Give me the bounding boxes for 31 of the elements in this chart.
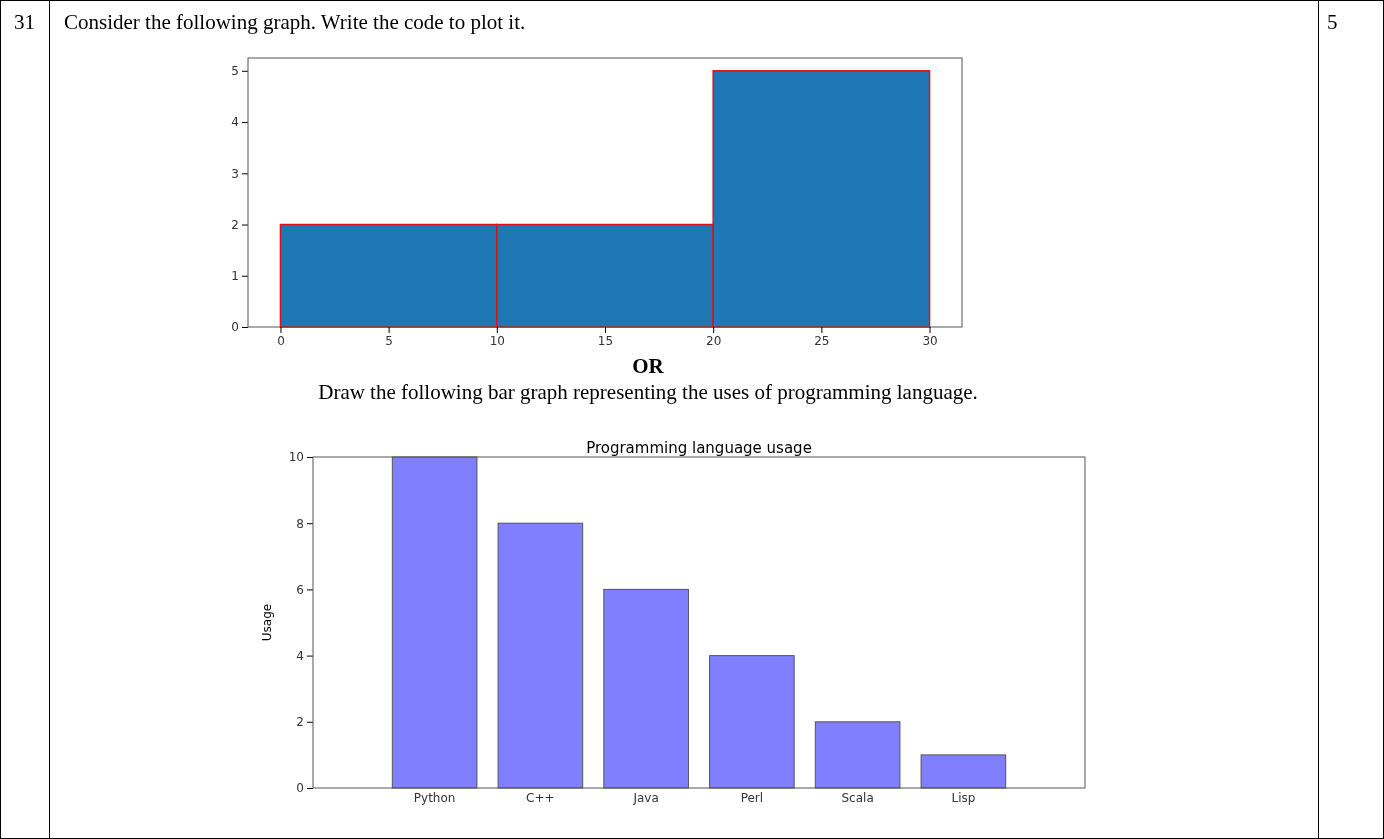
text: Consider the following graph. Write the code to plot it. (64, 10, 526, 35)
y-tick-label: 3 (231, 166, 239, 181)
y-tick-label: 8 (296, 516, 304, 531)
text: OR (632, 354, 664, 379)
y-tick-label: 10 (288, 450, 304, 465)
y-tick-label: 6 (296, 582, 304, 597)
x-tick-label: Python (413, 790, 456, 805)
x-tick-label: 5 (385, 333, 393, 348)
x-tick-label: Perl (740, 790, 764, 805)
y-tick-label: 4 (231, 115, 239, 130)
x-tick-label: 0 (277, 333, 285, 348)
y-tick-label: 4 (296, 648, 304, 663)
y-axis-title: Usage (260, 603, 274, 642)
x-tick-label: Java (632, 790, 659, 805)
chart-title: Programming language usage (586, 439, 812, 457)
x-tick-label: 15 (597, 333, 614, 348)
y-tick-label: 2 (296, 715, 304, 730)
x-tick-label: Lisp (951, 790, 976, 805)
x-tick-label: 20 (706, 333, 722, 348)
x-tick-label: Scala (841, 790, 874, 805)
x-tick-label: 10 (489, 333, 505, 348)
text: Draw the following bar graph representing the uses of programming language. (318, 380, 978, 405)
y-tick-label: 2 (231, 217, 239, 232)
text: 5 (1327, 10, 1338, 35)
text: 31 (14, 10, 35, 35)
y-tick-label: 0 (231, 320, 239, 335)
y-tick-label: 1 (231, 269, 239, 284)
y-tick-label: 5 (231, 64, 239, 79)
x-tick-label: C++ (526, 790, 555, 805)
x-tick-label: 25 (814, 333, 830, 348)
x-tick-label: 30 (922, 333, 938, 348)
